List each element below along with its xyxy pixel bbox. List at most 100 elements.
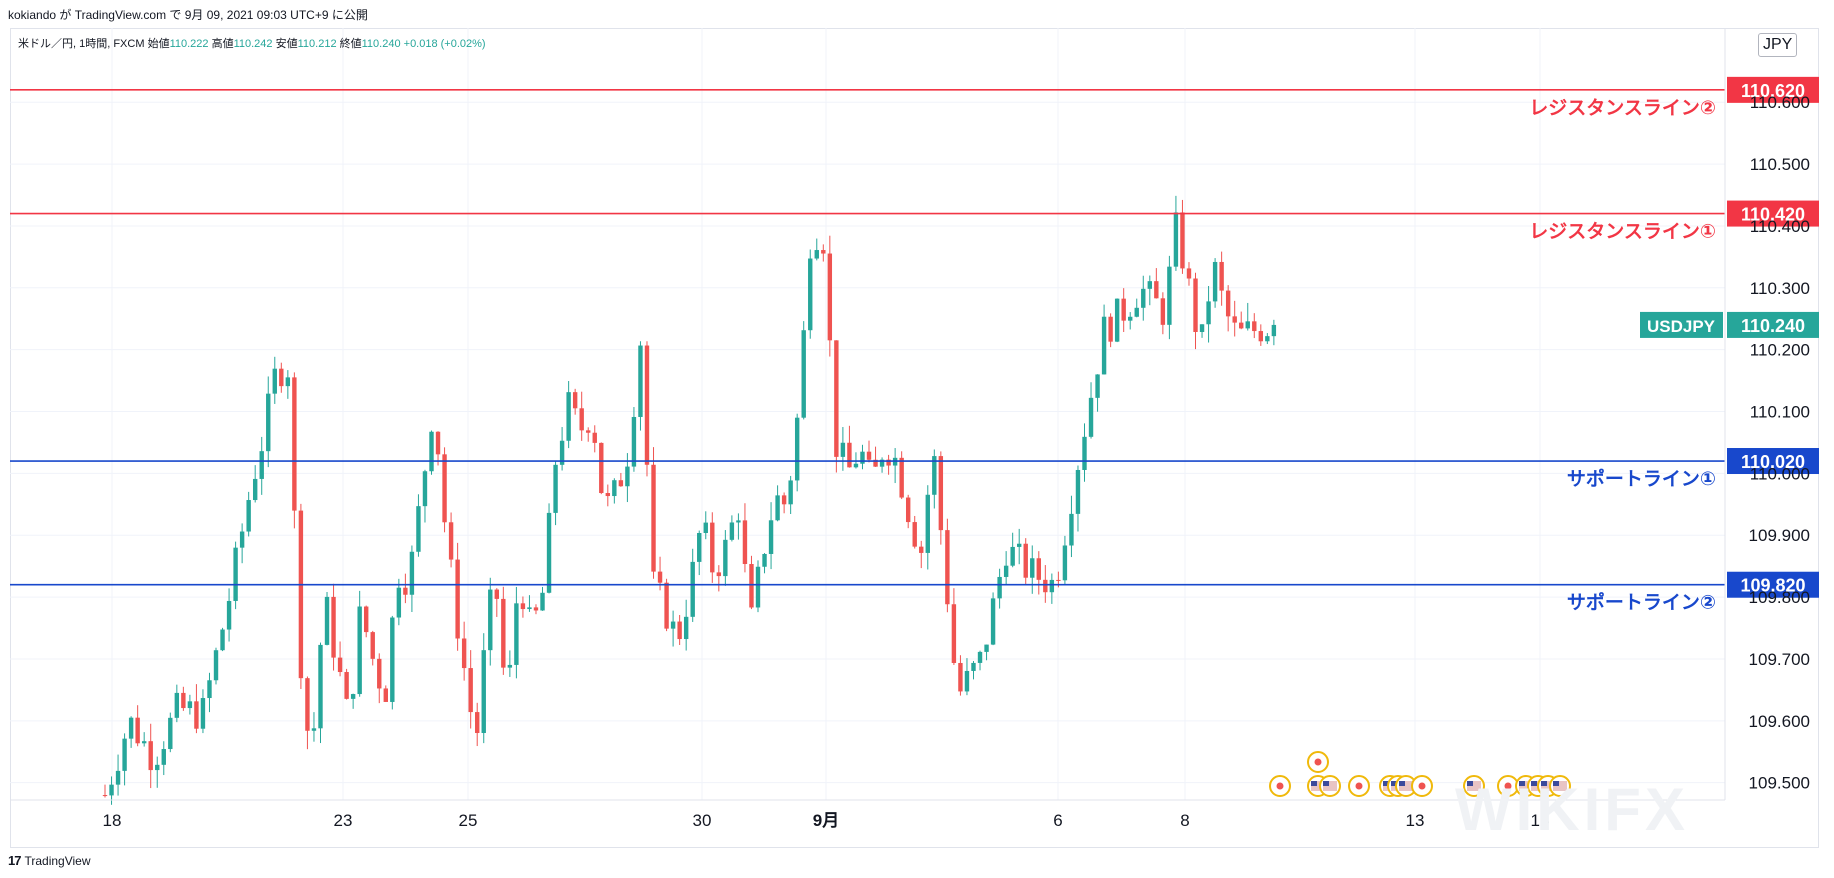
price-axis: 110.600 110.500 110.400 110.300 110.200 110.1… [1724, 28, 1810, 800]
resistance-price-text: 110.620 [1741, 81, 1805, 101]
candle-body [533, 607, 539, 611]
us-flag-event-icon [1319, 775, 1341, 797]
candle-body [1193, 278, 1198, 333]
x-tick-label: 13 [1406, 811, 1425, 830]
x-tick-label: 9月 [813, 811, 839, 830]
candle-body [938, 456, 944, 531]
candle-body [370, 632, 375, 659]
candle-body [899, 457, 904, 498]
candle-body [187, 701, 193, 709]
candle-body [161, 749, 166, 765]
candle-body [494, 589, 499, 599]
candle-body [860, 451, 865, 464]
candle-body [951, 604, 957, 663]
candle-body [1147, 281, 1152, 289]
candle-body [697, 533, 702, 562]
candle-body [527, 607, 532, 610]
last-price-text: 110.240 [1741, 316, 1805, 336]
candle-body [442, 454, 447, 523]
high-label: 高値 [211, 38, 234, 50]
candle-body [775, 495, 780, 521]
candle-body [252, 478, 258, 501]
last-price-tag [1727, 311, 1819, 338]
candle-body [318, 644, 323, 729]
candle-body [866, 451, 872, 460]
currency-badge[interactable]: JPY [1758, 33, 1798, 57]
candle-body [1114, 298, 1120, 342]
candle-body [808, 258, 813, 331]
candle-body [886, 459, 891, 466]
candle-body [311, 728, 317, 731]
candle-body [1232, 316, 1237, 323]
support-price-tag [1727, 571, 1819, 598]
candle-body [390, 617, 395, 702]
y-tick-label: 110.300 [1750, 279, 1810, 298]
support-line-label: サポートライン② [1567, 591, 1716, 614]
y-tick-label: 109.600 [1749, 712, 1810, 731]
candle-body [174, 692, 180, 718]
candle-body [1095, 374, 1100, 398]
candle-body [1258, 331, 1264, 342]
candle-body [259, 451, 264, 479]
candle-body [677, 621, 682, 640]
candle-body [475, 712, 480, 734]
y-tick-label: 110.000 [1750, 464, 1810, 483]
resistance-price-text: 110.420 [1741, 205, 1805, 225]
resistance-price-tag [1727, 200, 1819, 227]
candle-body [488, 589, 493, 651]
japan-event-icon [1348, 775, 1370, 797]
candle-body [1160, 298, 1166, 325]
resistance-price-tag [1727, 76, 1819, 103]
candle-body [1010, 546, 1015, 566]
candle-body [135, 717, 140, 744]
candle-body [364, 606, 369, 633]
candle-body [1239, 322, 1244, 329]
candle-body [1186, 268, 1192, 279]
candle-body [631, 416, 637, 467]
candle-body [572, 392, 578, 409]
candle-body [638, 345, 643, 417]
symbol-label[interactable]: 米ドル／円, 1時間, FXCM [18, 38, 145, 50]
candle-body [344, 672, 349, 699]
candle-body [847, 442, 852, 468]
candle-body [1141, 288, 1146, 308]
japan-event-icon [1269, 775, 1291, 797]
y-tick-label: 109.900 [1749, 526, 1810, 545]
candle-body [716, 572, 722, 577]
candle-body [1049, 579, 1055, 593]
candle-body [971, 662, 976, 671]
candle-body [448, 522, 454, 560]
candle-body [794, 417, 800, 481]
candle-body [1167, 266, 1172, 325]
ohlc-legend: 米ドル／円, 1時間, FXCM 始値110.222 高値110.242 安値1… [18, 35, 486, 51]
candle-body [481, 650, 486, 734]
candle-body [122, 738, 127, 771]
x-tick-label: 8 [1180, 811, 1189, 830]
candle-body [1108, 316, 1113, 342]
candle-body [1003, 565, 1009, 577]
candle-body [736, 520, 741, 523]
candle-body [1075, 469, 1081, 514]
candle-body [592, 432, 597, 443]
candle-body [762, 553, 767, 567]
y-tick-label: 109.800 [1749, 588, 1810, 607]
candle-body [664, 582, 669, 629]
candle-body [1062, 545, 1068, 581]
us-flag-event-icon [1549, 775, 1571, 797]
candle-body [1101, 316, 1107, 375]
candle-body [742, 520, 748, 565]
candle-body [115, 770, 121, 785]
candle-body [429, 431, 434, 472]
low-label: 安値 [275, 38, 298, 50]
horizontal-lines: レジスタンスライン② 110.620 レジスタンスライン① 110.420 サポートライ… [10, 76, 1819, 614]
x-tick-label: 6 [1053, 811, 1062, 830]
candle-body [599, 442, 604, 494]
candle-body [1082, 436, 1087, 470]
footer-brand: TradingView [24, 853, 91, 868]
candle-body [1271, 324, 1277, 337]
candle-body [945, 530, 950, 605]
candle-body [409, 551, 415, 595]
candle-body [1199, 324, 1205, 333]
candle-body [305, 678, 310, 731]
